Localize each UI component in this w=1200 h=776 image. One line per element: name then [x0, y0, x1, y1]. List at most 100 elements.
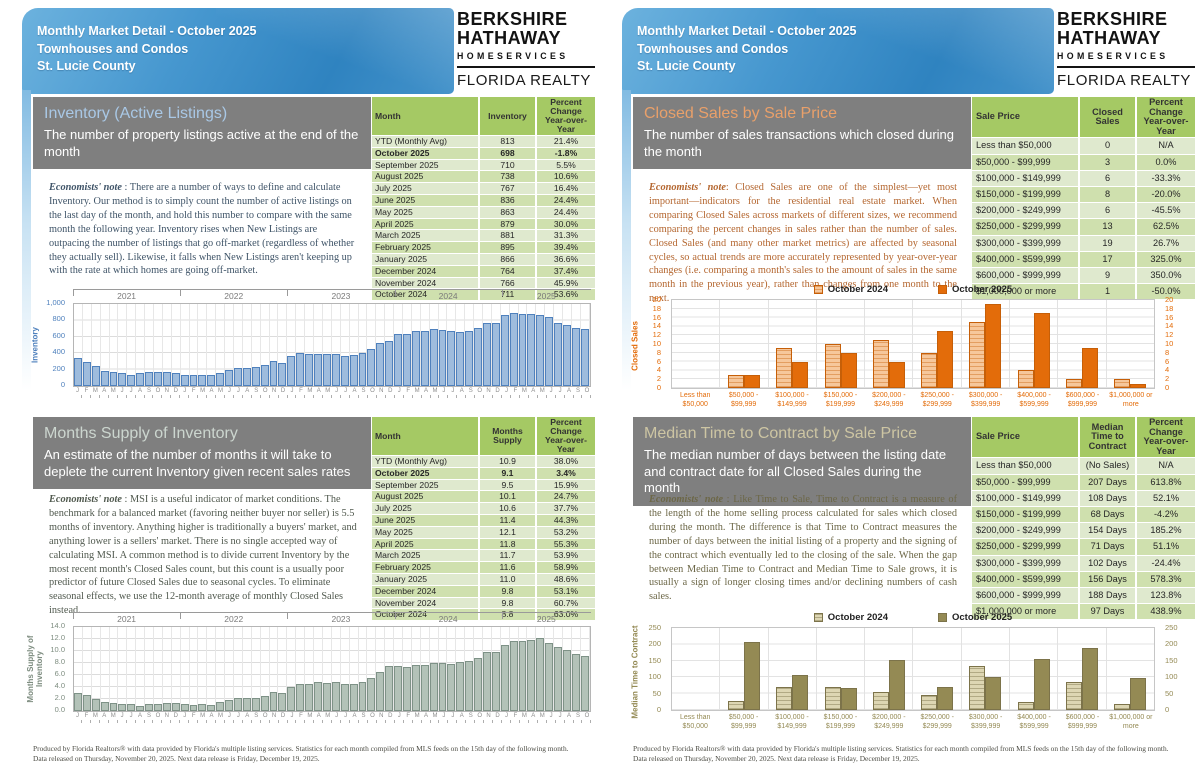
chart-main: Less than $50,000 $50,000 - $99,999 $100,0… [671, 627, 1155, 732]
table-cell: 31.3% [537, 230, 595, 242]
bar [474, 327, 482, 386]
month-column [180, 627, 190, 711]
month-column [554, 627, 563, 711]
table-cell: 30.0% [537, 218, 595, 230]
y-tick-label: 4.0 [54, 681, 65, 690]
bar [580, 328, 589, 386]
table-cell: 711 [480, 289, 535, 301]
y-tick-label: 16 [1165, 312, 1174, 322]
bar [171, 372, 180, 386]
bar [491, 323, 500, 386]
category-label: $1,000,000 or more [1109, 392, 1153, 408]
plot-area [671, 299, 1155, 389]
category-label: $1,000,000 or more [1109, 714, 1153, 730]
bar [456, 661, 465, 711]
month-letter: M [325, 388, 331, 394]
table-row: $300,000 - $399,999 19 26.7% [972, 235, 1195, 251]
table-cell: -20.0% [1137, 186, 1195, 203]
axis-tick [162, 395, 172, 398]
axis-tick [359, 720, 368, 723]
month-column [242, 304, 252, 386]
category-group [1058, 628, 1107, 710]
axis-tick [252, 395, 261, 398]
y-tick-label: 400 [52, 347, 65, 357]
month-column [394, 627, 403, 711]
table-cell: May 2025 [372, 526, 478, 538]
month-letter: J [451, 388, 455, 394]
bar [792, 674, 809, 710]
table-cell: January 2025 [372, 573, 478, 585]
y-tick-label: 200 [648, 639, 661, 649]
bar [340, 355, 349, 386]
table-cell: 11.0 [480, 573, 535, 585]
bar [1066, 682, 1083, 710]
month-letter: F [513, 713, 518, 719]
month-letter: J [335, 713, 339, 719]
axis-tick [520, 720, 529, 723]
month-letter: D [388, 388, 393, 394]
category-group [672, 300, 721, 388]
table-row: YTD (Monthly Avg) 813 21.4% [372, 136, 595, 147]
table-cell: July 2025 [372, 503, 478, 514]
bar [1114, 379, 1131, 388]
table-row: $100,000 - $149,999 6 -33.3% [972, 170, 1195, 186]
table-cell: 24.4% [537, 194, 595, 206]
table-cell: 60.7% [537, 597, 595, 609]
month-letter: M [521, 713, 527, 719]
axis-tick [422, 395, 431, 398]
month-column [198, 627, 208, 711]
month-letter: S [146, 713, 151, 719]
bar [727, 374, 744, 388]
month-letter: A [567, 713, 572, 719]
table-cell: 879 [480, 218, 535, 230]
month-column [234, 627, 243, 711]
axis-tick [189, 720, 199, 723]
month-letter: A [531, 713, 536, 719]
y-tick-label: 2 [656, 374, 661, 384]
bar [260, 696, 269, 711]
month-letter: J [227, 713, 231, 719]
y-tick-label: 100 [648, 672, 661, 682]
month-letter: M [217, 388, 223, 394]
month-column [420, 304, 430, 386]
bar [420, 664, 429, 711]
table-row: January 2025 866 36.6% [372, 253, 595, 265]
year-label: 2023 [287, 613, 394, 626]
bar [888, 361, 905, 388]
axis-tick [100, 720, 109, 723]
month-column [180, 304, 190, 386]
legend-item: October 2025 [938, 284, 1012, 295]
table-cell: 764 [480, 265, 535, 277]
bar [154, 703, 162, 711]
bar [349, 355, 358, 386]
axis-tick [91, 395, 100, 398]
table-cell: November 2024 [372, 277, 478, 289]
bar [509, 641, 518, 711]
year-label: 2022 [180, 290, 287, 303]
month-letter: J [397, 388, 401, 394]
month-column [91, 627, 101, 711]
axis-tick [439, 395, 449, 398]
month-letter: J [442, 713, 446, 719]
axis-tick [368, 720, 377, 723]
table-cell: 836 [480, 194, 535, 206]
month-column [385, 627, 395, 711]
section-months-supply: Months Supply of Inventory An estimate o… [0, 417, 600, 739]
bar [402, 333, 411, 386]
axis-tick [350, 720, 359, 723]
column-header: Sale Price [972, 97, 1078, 138]
month-column [536, 627, 546, 711]
month-column [518, 627, 528, 711]
category-label: $150,000 - $199,999 [823, 392, 858, 408]
category-group [1107, 300, 1154, 388]
column-header: Month [372, 417, 478, 455]
y-tick-label: 0 [1165, 383, 1170, 392]
plot-area [671, 627, 1155, 711]
y-axis-ticks: 0 2 4 6 8 10 12 14 16 18 20 [1161, 295, 1193, 392]
y-axis-ticks: 0 50 100 150 200 250 [633, 623, 665, 714]
category-group [962, 628, 1011, 710]
y-tick-label: 8 [1165, 347, 1170, 357]
month-letter: A [102, 713, 107, 719]
bar [207, 375, 216, 386]
bar [198, 704, 207, 711]
